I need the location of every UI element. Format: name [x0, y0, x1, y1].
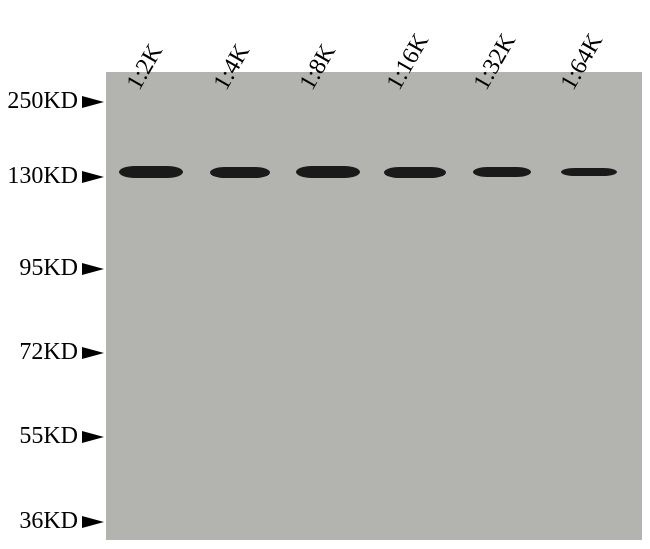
marker-label-0: 250KD: [0, 88, 78, 115]
band-lane-0: [119, 166, 183, 178]
marker-label-3: 72KD: [0, 339, 78, 366]
marker-label-5: 36KD: [0, 508, 78, 535]
band-lane-4: [473, 167, 531, 177]
marker-arrow-1: [82, 171, 104, 183]
band-lane-2: [296, 166, 360, 178]
western-blot-figure: 1:2K 1:4K 1:8K 1:16K 1:32K 1:64K 250KD 1…: [0, 0, 650, 549]
marker-arrow-0: [82, 96, 104, 108]
band-lane-3: [384, 167, 446, 178]
marker-arrow-3: [82, 347, 104, 359]
marker-label-4: 55KD: [0, 423, 78, 450]
marker-arrow-5: [82, 516, 104, 528]
marker-arrow-2: [82, 263, 104, 275]
band-lane-5: [561, 168, 617, 176]
marker-label-2: 95KD: [0, 255, 78, 282]
marker-arrow-4: [82, 431, 104, 443]
blot-membrane: [106, 72, 642, 540]
band-lane-1: [210, 167, 270, 178]
marker-label-1: 130KD: [0, 163, 78, 190]
